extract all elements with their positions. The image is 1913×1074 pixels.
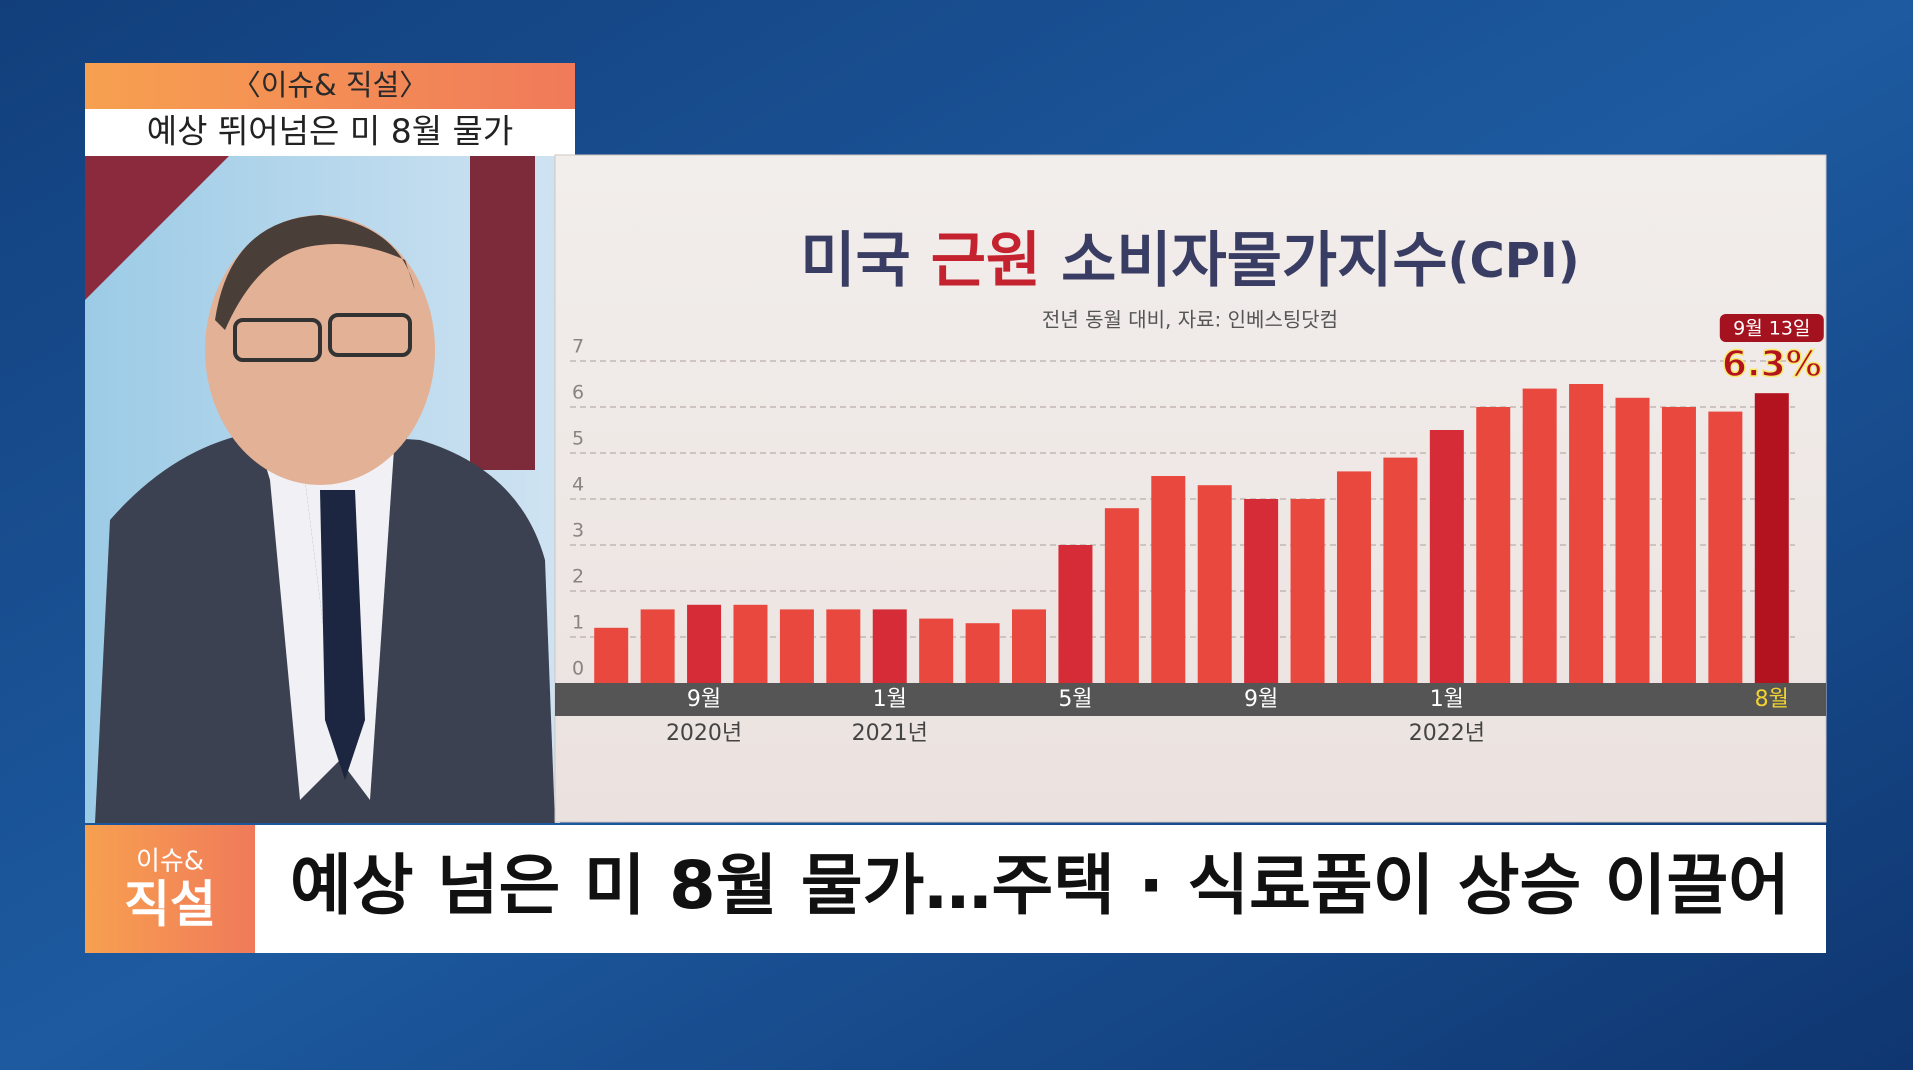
- x-axis-band: [555, 683, 1826, 716]
- y-tick-label: 6: [572, 382, 584, 404]
- bar: [826, 609, 861, 683]
- value-label: 6.3%: [1722, 344, 1822, 385]
- annotation: 9월 13일: [1733, 318, 1810, 340]
- bar: [1197, 485, 1232, 683]
- bar: [919, 618, 954, 683]
- ticker-text: 예상 넘은 미 8월 물가…주택 · 식료품이 상승 이끌어: [290, 847, 1790, 924]
- bar: [779, 609, 814, 683]
- year-label: 2020년: [666, 721, 742, 746]
- program-name: 〈이슈& 직설〉: [232, 68, 429, 102]
- title-part: 소비자물가지수: [1061, 226, 1447, 296]
- bar: [1615, 397, 1650, 683]
- bar: [640, 609, 675, 683]
- ticker-box: [85, 825, 1826, 953]
- y-tick-label: 5: [572, 428, 584, 450]
- y-tick-label: 2: [572, 566, 584, 588]
- bar: [1754, 393, 1789, 683]
- header-band: [85, 63, 575, 109]
- bar: [872, 609, 907, 683]
- y-tick-label: 3: [572, 520, 584, 542]
- logo-top: 이슈&: [136, 847, 204, 877]
- bar: [1708, 411, 1743, 683]
- annotation-box: [1719, 314, 1824, 342]
- bar: [1151, 476, 1186, 683]
- bar: [1012, 609, 1047, 683]
- year-label: 2022년: [1409, 721, 1485, 746]
- y-tick-label: 1: [572, 612, 584, 634]
- studio-decor: [85, 155, 230, 300]
- bar: [1336, 471, 1371, 683]
- bar: [1244, 499, 1279, 683]
- bar: [733, 604, 768, 683]
- speaker-glasses: [328, 313, 412, 357]
- bar: [1476, 407, 1511, 683]
- y-tick-label: 0: [572, 658, 584, 680]
- bar: [1058, 545, 1093, 683]
- x-tick-label: 1월: [1430, 687, 1464, 712]
- speaker-tie: [320, 490, 365, 780]
- bar: [1383, 457, 1418, 683]
- year-label: 2021년: [852, 721, 928, 746]
- headline: 예상 뛰어넘은 미 8월 물가: [147, 112, 514, 151]
- x-tick-label: 8월: [1755, 687, 1789, 712]
- bar: [965, 623, 1000, 683]
- title-part: 미국: [800, 226, 910, 296]
- y-tick-label: 4: [572, 474, 584, 496]
- speaker-hair: [215, 215, 415, 330]
- logo-box: [85, 825, 255, 953]
- title-highlight: 근원: [931, 226, 1041, 296]
- x-tick-label: 1월: [873, 687, 907, 712]
- bar: [594, 627, 629, 683]
- bar: [687, 604, 722, 683]
- x-tick-label: 5월: [1058, 687, 1092, 712]
- y-tick-label: 7: [572, 336, 584, 358]
- plot: 0 1 2 3 4 5 6 7 9월 2020년 1월 2021년 5월 9월 1월 2022년 8월 9월 13…: [570, 314, 1824, 746]
- title-part: (CPI): [1448, 233, 1580, 289]
- chart-subtitle: 전년 동월 대비, 자료: 인베스팅닷컴: [1042, 308, 1338, 332]
- x-tick-label: 9월: [687, 687, 721, 712]
- speaker-shirt: [255, 430, 340, 800]
- chart-title: 미국 근원 소비자물가지수(CPI): [800, 226, 1579, 296]
- header-box: [85, 109, 575, 156]
- bar: [1104, 508, 1139, 683]
- logo-bottom: 직설: [124, 876, 216, 934]
- bar: [1429, 430, 1464, 683]
- bar: [1522, 388, 1557, 683]
- studio-decor: [470, 155, 535, 470]
- x-tick-label: 9월: [1244, 687, 1278, 712]
- bar: [1290, 499, 1325, 683]
- speaker-glasses: [233, 318, 322, 362]
- bar: [1661, 407, 1696, 683]
- bar: [1569, 384, 1604, 683]
